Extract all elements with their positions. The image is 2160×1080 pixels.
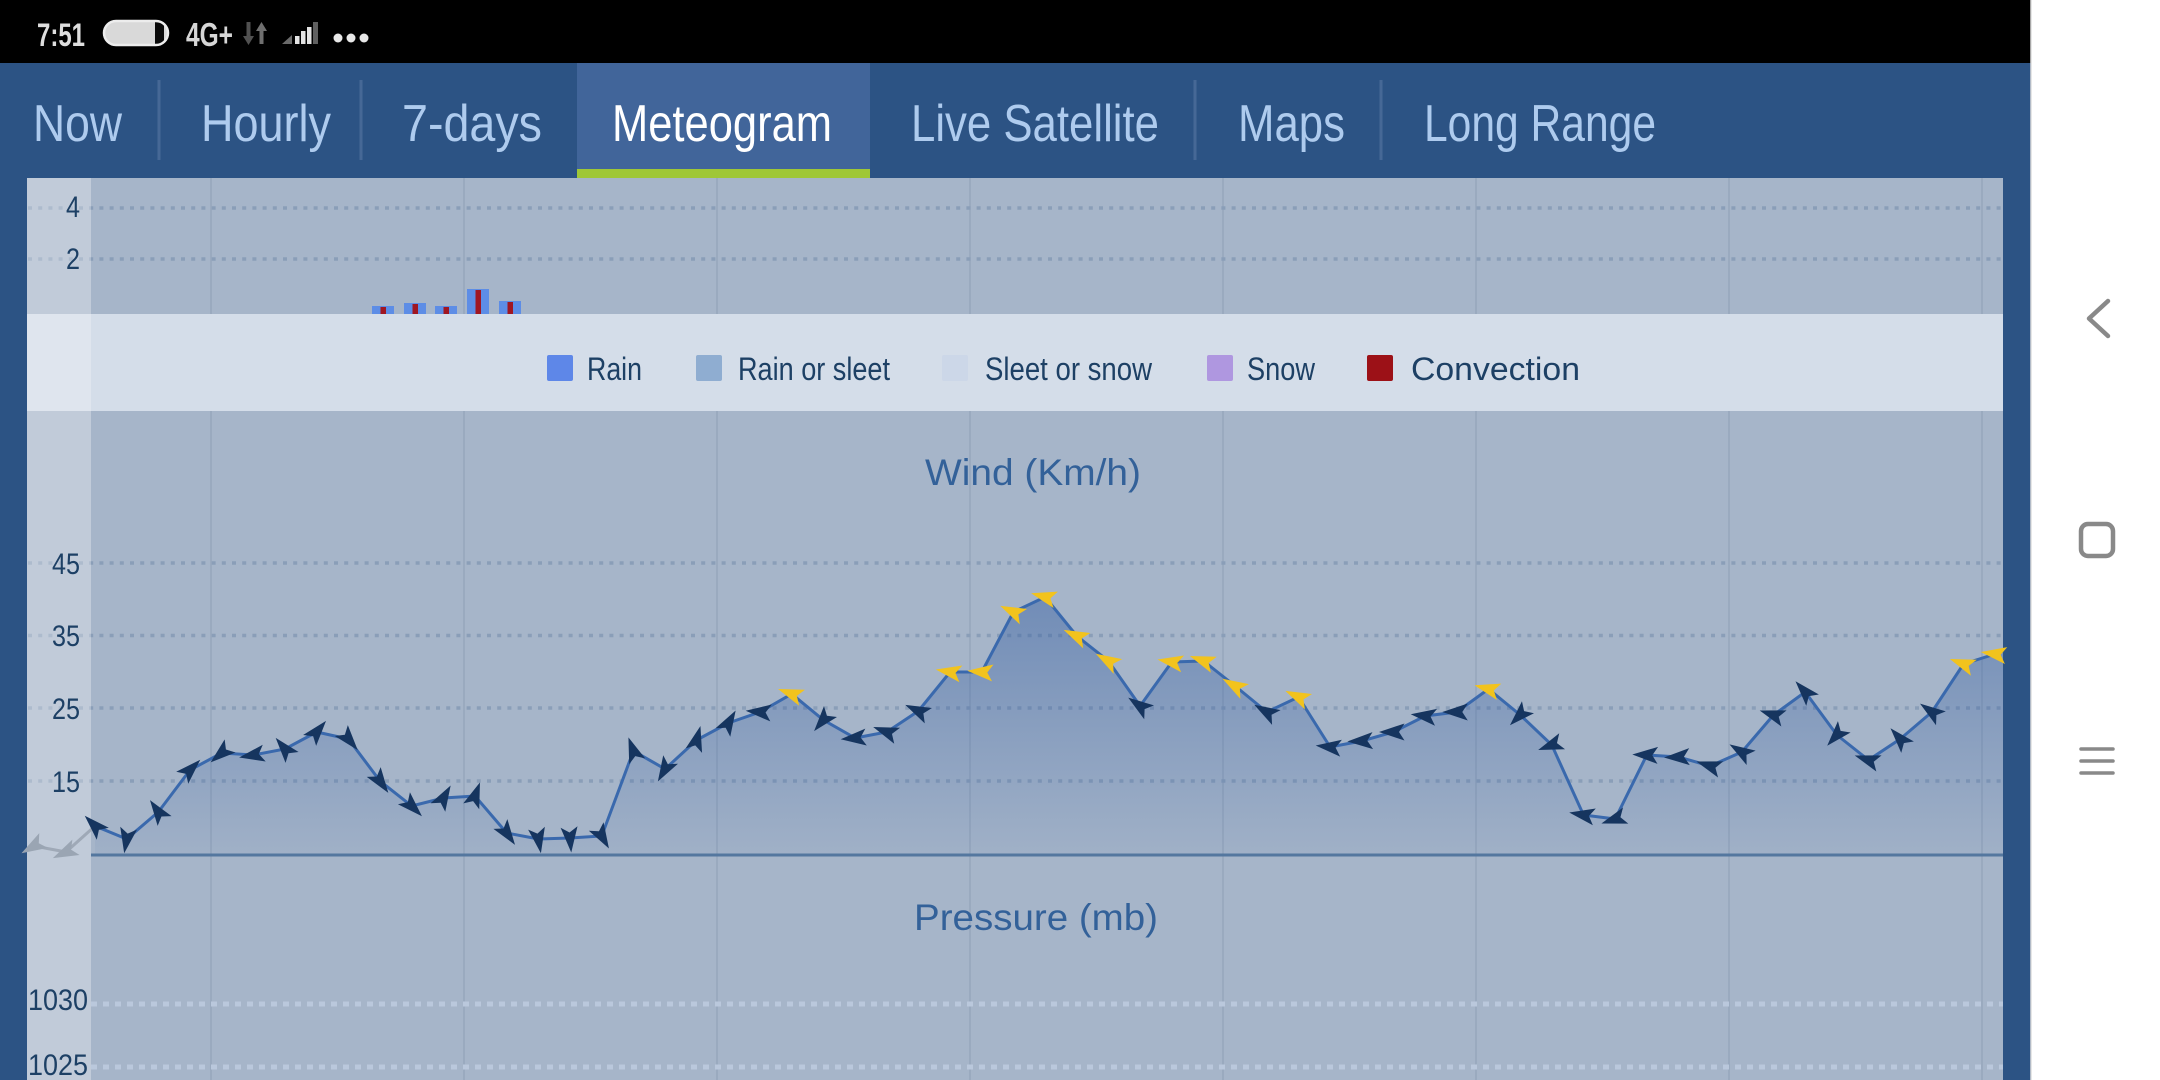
svg-text:Snow: Snow xyxy=(1247,351,1316,387)
svg-text:45: 45 xyxy=(52,548,80,581)
svg-text:Rain: Rain xyxy=(587,351,642,387)
svg-text:Meteogram: Meteogram xyxy=(612,95,832,153)
svg-text:25: 25 xyxy=(52,693,80,726)
svg-text:Rain or sleet: Rain or sleet xyxy=(738,351,890,387)
svg-text:Pressure (mb): Pressure (mb) xyxy=(914,897,1158,938)
svg-text:Long Range: Long Range xyxy=(1424,95,1656,153)
svg-text:1025: 1025 xyxy=(28,1049,88,1080)
svg-text:1030: 1030 xyxy=(28,984,88,1017)
svg-text:Wind (Km/h): Wind (Km/h) xyxy=(925,452,1141,493)
svg-text:Live Satellite: Live Satellite xyxy=(911,95,1159,153)
svg-text:7:51: 7:51 xyxy=(37,17,85,53)
svg-text:15: 15 xyxy=(52,766,80,799)
svg-text:Sleet or snow: Sleet or snow xyxy=(985,351,1153,387)
svg-text:4: 4 xyxy=(66,191,80,224)
svg-text:Hourly: Hourly xyxy=(201,95,331,153)
svg-text:35: 35 xyxy=(52,620,80,653)
svg-text:Now: Now xyxy=(33,95,122,153)
svg-text:Maps: Maps xyxy=(1238,95,1345,153)
svg-text:2: 2 xyxy=(66,243,80,276)
svg-text:7-days: 7-days xyxy=(402,95,542,153)
svg-text:4G+: 4G+ xyxy=(186,16,233,53)
svg-text:Convection: Convection xyxy=(1411,351,1580,387)
